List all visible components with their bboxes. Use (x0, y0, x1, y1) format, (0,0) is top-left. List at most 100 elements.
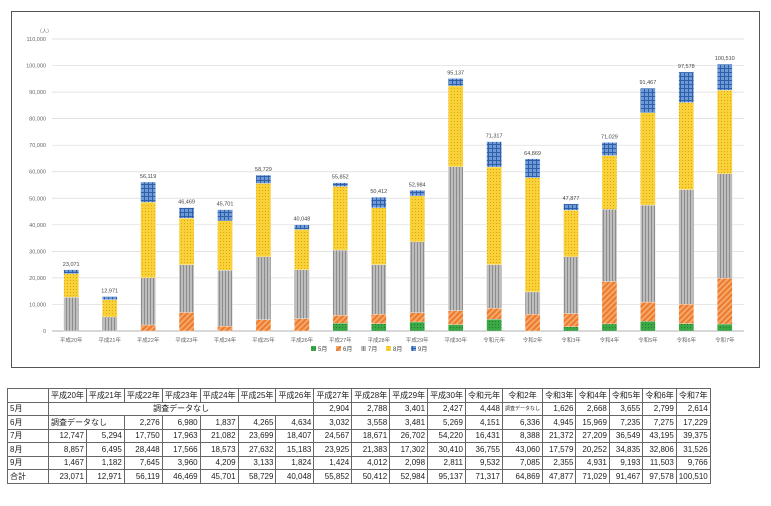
table-cell: 71,317 (464, 469, 503, 484)
table-cell: 3,401 (389, 401, 429, 416)
total-label: 47,877 (563, 196, 580, 202)
y-tick-label: 110,000 (27, 37, 46, 43)
bar-segment-5月 (409, 321, 425, 332)
bar-segment-8月 (178, 218, 195, 265)
x-tick-label: 平成27年 (329, 336, 352, 344)
y-tick-label: 50,000 (29, 196, 46, 202)
table-cell: 64,869 (501, 469, 543, 484)
table-cell: 2,668 (575, 401, 610, 416)
table-cell: 31,526 (675, 442, 711, 457)
x-tick-label: 令和2年 (523, 336, 543, 344)
table-cell: 2,098 (389, 455, 429, 470)
table-cell: 18,671 (351, 428, 391, 443)
table-cell: 17,229 (675, 415, 711, 430)
table-cell: 17,963 (161, 428, 201, 443)
table-column-header: 平成25年 (237, 388, 277, 403)
table-cell: 2,788 (351, 401, 391, 416)
x-tick-label: 平成30年 (444, 336, 467, 344)
table-cell: 56,119 (123, 469, 163, 484)
legend-swatch (411, 346, 416, 351)
table-cell: 28,448 (123, 442, 163, 457)
y-tick-label: 40,000 (29, 223, 46, 229)
chart-area: （人） 0 10,000 20,000 30,000 40,000 50,000 60,00… (11, 11, 760, 368)
table-cell: 95,137 (427, 469, 466, 484)
bar-segment-9月 (678, 71, 694, 103)
table-cell: 17,579 (541, 442, 577, 457)
table-cell: 3,558 (351, 415, 391, 430)
table-header-row: 平成20年 平成21年 平成22年 平成23年 平成24年 平成25年 平成26年 平成27年… (7, 388, 711, 403)
x-tick-label: 平成22年 (137, 336, 160, 344)
table-cell: 52,984 (389, 469, 429, 484)
table-cell: 34,835 (608, 442, 644, 457)
table-cell: 27,632 (237, 442, 277, 457)
table-cell: 24,567 (313, 428, 353, 443)
bar-segment-6月 (563, 313, 579, 327)
bar-segment-8月 (102, 299, 118, 318)
table-cell: 1,626 (541, 401, 577, 416)
bar-segment-8月 (409, 195, 425, 242)
y-tick-label: 10,000 (29, 302, 46, 308)
bar-segment-7月 (102, 316, 118, 332)
bar-segment-8月 (640, 112, 656, 206)
legend-swatch (361, 346, 366, 351)
table-row: 6月 調査データなし 2,276 6,980 1,837 4,265 4,634 3,032 3… (7, 415, 711, 430)
table-cell: 7,235 (608, 415, 644, 430)
table-column-header: 平成28年 (351, 388, 391, 403)
table-cell: 71,029 (575, 469, 610, 484)
legend-swatch (336, 346, 341, 351)
bar-segment-9月 (63, 269, 79, 274)
table-cell: 21,383 (351, 442, 391, 457)
table-cell: 1,424 (313, 455, 353, 470)
table-cell: 3,481 (389, 415, 429, 430)
y-tick-label: 80,000 (29, 117, 46, 123)
table-cell: 30,410 (427, 442, 466, 457)
bar-segment-5月 (678, 323, 694, 332)
table-column-header: 令和元年 (464, 388, 503, 403)
table-cell: 12,971 (85, 469, 125, 484)
stacked-bar-chart: （人） 0 10,000 20,000 30,000 40,000 50,000 60,00… (26, 29, 744, 353)
legend-label: 9月 (418, 346, 427, 353)
total-label: 56,119 (140, 174, 156, 180)
bar-segment-9月 (640, 88, 656, 113)
y-tick-label: 70,000 (29, 143, 46, 149)
table-cell: 40,048 (275, 469, 315, 484)
table-column-header: 平成26年 (275, 388, 315, 403)
bar-segment-8月 (294, 229, 310, 270)
bar-segment-9月 (102, 296, 118, 300)
table-cell: 2,811 (427, 455, 466, 470)
row-label: 9月 (7, 455, 49, 470)
total-label: 97,578 (678, 64, 695, 70)
bar-segment-7月 (255, 256, 272, 320)
legend-swatch (386, 346, 391, 351)
legend-label: 7月 (368, 346, 377, 353)
table-row: 7月 12,747 5,294 17,750 17,963 21,082 23,699 18,… (7, 428, 711, 443)
bar-segment-5月 (371, 323, 387, 332)
y-tick-label: 100,000 (26, 64, 46, 70)
table-column-header: 令和5年 (608, 388, 644, 403)
bar-segment-6月 (178, 312, 195, 332)
x-tick-label: 平成26年 (291, 336, 314, 344)
total-label: 55,852 (332, 175, 349, 181)
bar-segment-8月 (524, 177, 541, 293)
table-cell: 12,747 (48, 428, 87, 443)
table-cell: 26,702 (389, 428, 429, 443)
table-column-header: 平成30年 (427, 388, 466, 403)
row-label: 合計 (7, 469, 49, 484)
row-label: 6月 (7, 415, 49, 430)
table-column-header: 平成20年 (48, 388, 87, 403)
y-tick-label: 60,000 (29, 170, 46, 176)
total-label: 12,971 (101, 289, 118, 295)
bar-segment-8月 (717, 89, 733, 174)
table-cell: 5,269 (427, 415, 466, 430)
bar-segment-6月 (601, 281, 618, 325)
table-cell: 1,182 (85, 455, 125, 470)
bar-segment-6月 (640, 301, 656, 322)
table-column-header: 令和2年 (501, 388, 543, 403)
table-cell: 11,503 (642, 455, 677, 470)
bar-segment-6月 (140, 324, 156, 332)
bar-segment-7月 (294, 269, 310, 319)
table-cell: 58,729 (237, 469, 277, 484)
bar-segment-7月 (448, 166, 464, 311)
table-cell: 6,336 (501, 415, 543, 430)
table-cell: 4,634 (275, 415, 315, 430)
